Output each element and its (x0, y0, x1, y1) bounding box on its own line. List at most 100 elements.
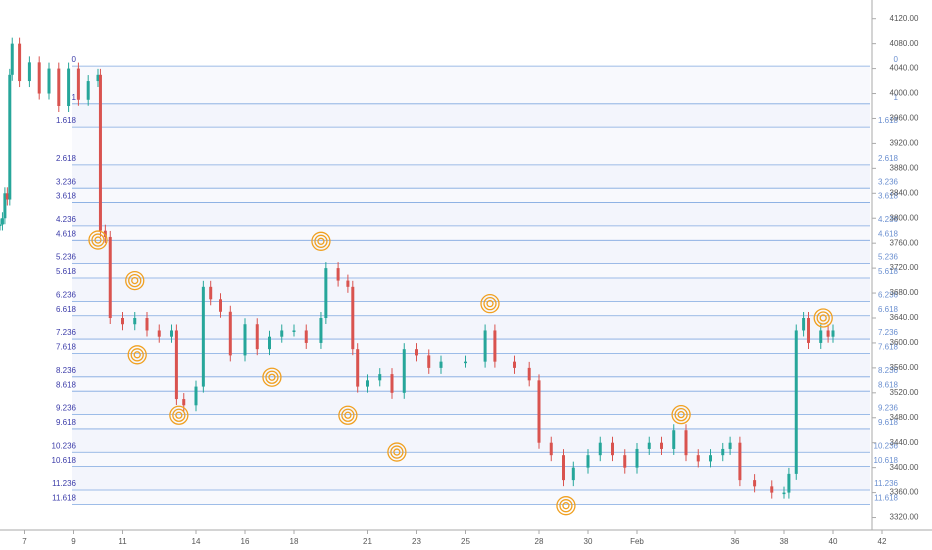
candle (787, 473, 791, 493)
fib-band (72, 489, 870, 505)
fib-label-left: 3.236 (56, 177, 77, 186)
candle (351, 286, 355, 350)
highlight-ring (133, 351, 141, 359)
fib-label-left: 10.236 (52, 441, 77, 450)
candle (586, 455, 590, 468)
highlight-ring (91, 233, 105, 247)
highlight-ring (128, 273, 142, 288)
y-tick-label: 3600.00 (890, 338, 919, 347)
fib-label-left: 4.618 (56, 229, 77, 238)
candle (493, 330, 497, 362)
candle (728, 442, 732, 449)
candle (571, 467, 575, 481)
candle (219, 299, 222, 312)
fib-label-left: 1 (72, 93, 77, 102)
x-tick-label: 38 (780, 537, 789, 546)
highlight-ring (262, 367, 282, 387)
candle (96, 74, 100, 82)
fib-label-left: 6.236 (56, 290, 77, 299)
x-tick-label: 42 (878, 537, 887, 546)
candle (37, 62, 41, 94)
highlight-ring (674, 407, 688, 422)
fib-band (72, 202, 870, 226)
candle (346, 280, 350, 287)
x-tick-label: 25 (461, 537, 470, 546)
candle (696, 455, 700, 462)
fib-label-left: 7.618 (56, 343, 77, 352)
candle (67, 68, 71, 106)
candle (802, 318, 806, 331)
candle (108, 236, 112, 318)
fib-band (72, 240, 870, 264)
x-tick-label: 14 (192, 537, 201, 546)
fib-label-right: 1 (894, 93, 899, 102)
candle (27, 62, 31, 82)
candle (782, 492, 786, 495)
fib-label-left: 10.618 (52, 456, 77, 465)
highlight-ring (265, 370, 279, 384)
candle (562, 455, 565, 481)
fib-band (72, 66, 870, 104)
y-tick-label: 3560.00 (890, 363, 919, 372)
highlight-ring (94, 236, 102, 244)
fib-label-left: 11.236 (52, 479, 76, 488)
candle (121, 318, 124, 325)
x-tick-label: 18 (290, 537, 299, 546)
highlight-ring (268, 373, 276, 381)
candle (537, 380, 541, 443)
fib-label-right: 10.618 (874, 456, 899, 465)
fib-band (72, 164, 870, 189)
highlight-ring (317, 237, 325, 245)
x-tick-label: 23 (412, 537, 421, 546)
fib-band (72, 225, 870, 241)
candle (0, 224, 2, 226)
candle (439, 361, 443, 368)
candle (753, 480, 757, 487)
fib-band (72, 339, 870, 354)
candle (209, 286, 213, 300)
candle (378, 374, 382, 381)
highlight-ring (480, 294, 500, 314)
y-tick-label: 4000.00 (890, 89, 919, 98)
fib-band (72, 428, 870, 453)
candle (635, 448, 639, 468)
candle (826, 330, 830, 337)
fib-label-left: 6.618 (56, 305, 77, 314)
candle (402, 349, 406, 393)
candle (684, 430, 688, 456)
highlight-ring (130, 348, 144, 362)
highlight-ring (344, 411, 352, 419)
highlight-ring (125, 270, 145, 291)
fib-label-left: 9.236 (56, 404, 77, 413)
highlight-ring (393, 448, 401, 456)
candle (831, 330, 835, 337)
fib-band (72, 376, 870, 392)
candle (292, 330, 296, 332)
fib-label-left: 11.618 (52, 493, 76, 502)
fib-band (72, 278, 870, 302)
candle (145, 318, 149, 331)
highlight-ring (127, 345, 147, 365)
candle (611, 442, 614, 456)
fib-label-right: 7.618 (878, 343, 899, 352)
highlight-ring (175, 411, 183, 419)
candle (18, 43, 22, 82)
fib-label-right: 0 (894, 55, 899, 64)
candle (280, 330, 284, 337)
fib-band (72, 391, 870, 415)
highlight-ring (562, 502, 570, 510)
fib-label-right: 9.618 (878, 418, 899, 427)
fib-label-right: 8.236 (878, 366, 899, 375)
fib-band (72, 127, 870, 165)
candle (182, 399, 186, 406)
fib-label-right: 3.236 (878, 177, 899, 186)
fib-label-right: 6.618 (878, 305, 899, 314)
fib-band (72, 301, 870, 316)
x-tick-label: 21 (363, 537, 372, 546)
highlight-ring (559, 499, 573, 513)
candle (47, 68, 51, 94)
x-tick-label: 36 (731, 537, 740, 546)
fib-band (72, 263, 870, 279)
